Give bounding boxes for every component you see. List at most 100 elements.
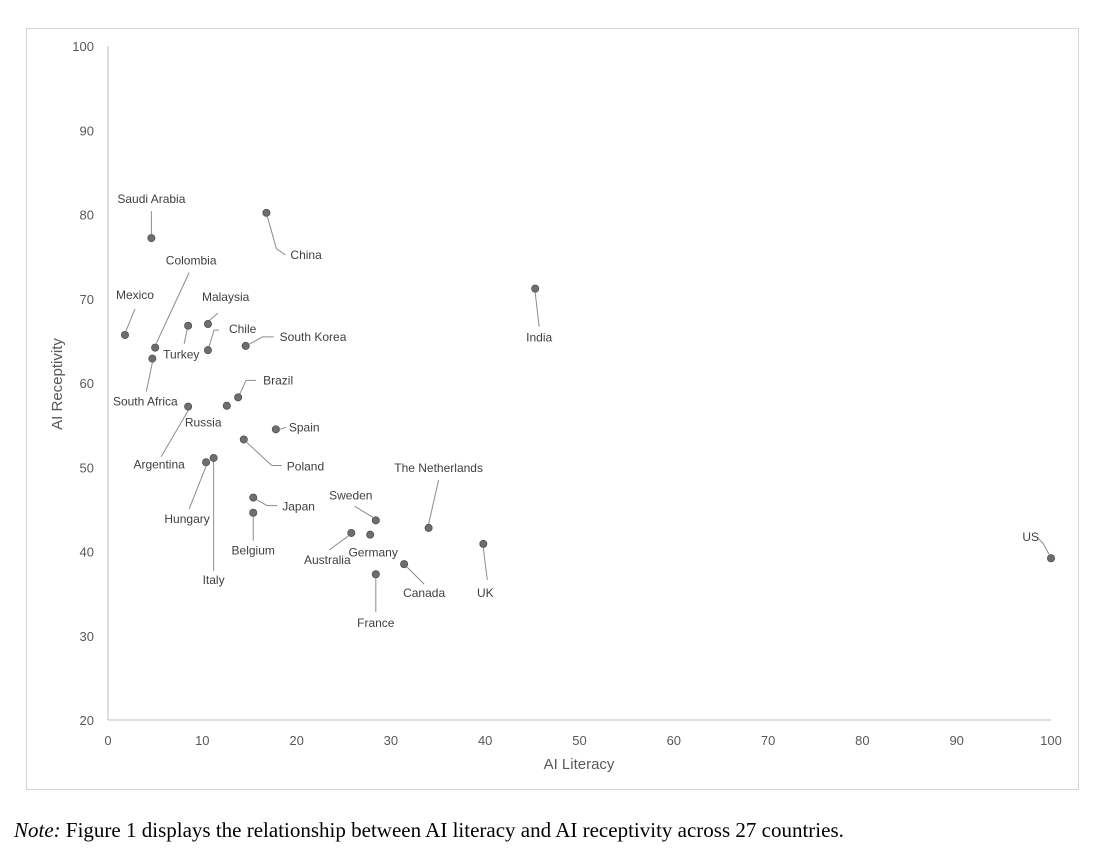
figure-note: Note: Figure 1 displays the relationship… [14,818,1094,843]
x-tick-label: 10 [195,733,209,748]
data-point [479,539,488,548]
data-point-label: Japan [282,500,315,514]
data-point-label: Poland [287,459,324,473]
x-tick-label: 50 [572,733,586,748]
data-point [400,560,409,569]
data-point [148,354,157,363]
label-leader-line [188,466,207,510]
label-leader-line [125,308,136,332]
label-leader-line [266,216,286,256]
data-point-label: Argentina [133,458,185,472]
y-tick-label: 50 [80,460,94,475]
data-point [147,234,156,243]
data-point-label: Mexico [116,288,154,302]
data-point [424,523,433,532]
x-tick-label: 70 [761,733,775,748]
data-point-label: India [526,331,552,345]
label-leader-line [208,312,219,322]
label-leader-line [246,442,282,466]
label-leader-line [255,499,278,507]
chart-frame: 0 10 20 30 40 50 60 70 80 90 100 20 30 40 50 60 70 80 90 10… [26,28,1079,790]
label-leader-line [279,426,287,430]
label-leaders [125,211,1050,613]
data-point-label: Belgium [232,544,275,558]
data-point-label: Hungary [164,512,209,526]
label-leader-line [249,336,274,345]
data-point-label: Saudi Arabia [117,192,185,206]
x-tick-label: 20 [289,733,303,748]
data-point [371,570,380,579]
data-point-label: Germany [348,546,397,560]
data-point-label: Malaysia [202,290,250,304]
label-leader-line [183,329,188,344]
x-tick-label: 80 [855,733,869,748]
label-leader-line [354,505,374,518]
x-tick-label: 0 [104,733,111,748]
data-point [234,393,243,402]
data-point-label: Italy [203,573,225,587]
data-point-label: Spain [289,420,320,434]
label-leader-line [145,362,153,392]
data-point-label: Russia [185,416,222,430]
label-leader-line [155,272,190,344]
x-tick-label: 60 [667,733,681,748]
data-point [203,346,212,355]
data-point [271,425,280,434]
label-leader-line [208,329,219,348]
data-point-label: The Netherlands [394,461,483,475]
label-leader-line [482,547,488,580]
data-point-label: South Africa [113,395,178,409]
x-tick-label: 40 [478,733,492,748]
data-point [203,320,212,329]
y-tick-label: 20 [80,713,94,728]
label-leader-line [1036,536,1050,555]
data-point [1047,554,1056,563]
data-point [222,401,231,410]
label-leader-line [328,535,349,551]
y-tick-label: 100 [72,39,94,54]
scatter-chart: 0 10 20 30 40 50 60 70 80 90 100 20 30 40 50 60 70 80 90 10… [49,39,1062,773]
data-point [202,458,211,467]
x-tick-label: 100 [1040,733,1062,748]
data-point [531,284,540,293]
data-point [249,493,258,502]
note-label: Note: [14,818,61,842]
data-point-label: China [290,248,322,262]
data-point [239,435,248,444]
y-axis-title: AI Receptivity [49,338,66,430]
label-leader-line [406,566,425,585]
data-point-label: Brazil [263,373,293,387]
data-point [347,528,356,537]
data-point [209,453,218,462]
y-tick-label: 70 [80,292,94,307]
data-point [241,341,250,350]
data-point-label: Sweden [329,488,372,502]
point-labels: Saudi Arabia China India Mexico Colombia Mala… [113,192,1039,630]
note-text: Figure 1 displays the relationship betwe… [60,818,844,842]
y-tick-label: 40 [80,545,94,560]
data-point-label: Turkey [163,348,199,362]
y-tick-label: 80 [80,208,94,223]
data-point-label: Canada [403,586,445,600]
data-points [120,208,1056,579]
data-point-label: Australia [304,553,351,567]
y-tick-label: 60 [80,376,94,391]
data-point [120,330,129,339]
data-point-label: South Korea [280,330,347,344]
data-point-label: UK [477,586,494,600]
data-point-label: Chile [229,322,257,336]
label-leader-line [238,379,257,396]
label-leader-line [160,410,189,457]
data-point [151,343,160,352]
data-point [249,508,258,517]
x-tick-label: 90 [949,733,963,748]
data-point [366,530,375,539]
data-point-label: US [1022,530,1039,544]
data-point [262,208,271,217]
data-point [184,402,193,411]
x-tick-label: 30 [384,733,398,748]
y-tick-label: 30 [80,629,94,644]
x-axis-title: AI Literacy [544,756,615,773]
axes: 0 10 20 30 40 50 60 70 80 90 100 20 30 40 50 60 70 80 90 10… [72,39,1062,748]
data-point [184,321,193,330]
